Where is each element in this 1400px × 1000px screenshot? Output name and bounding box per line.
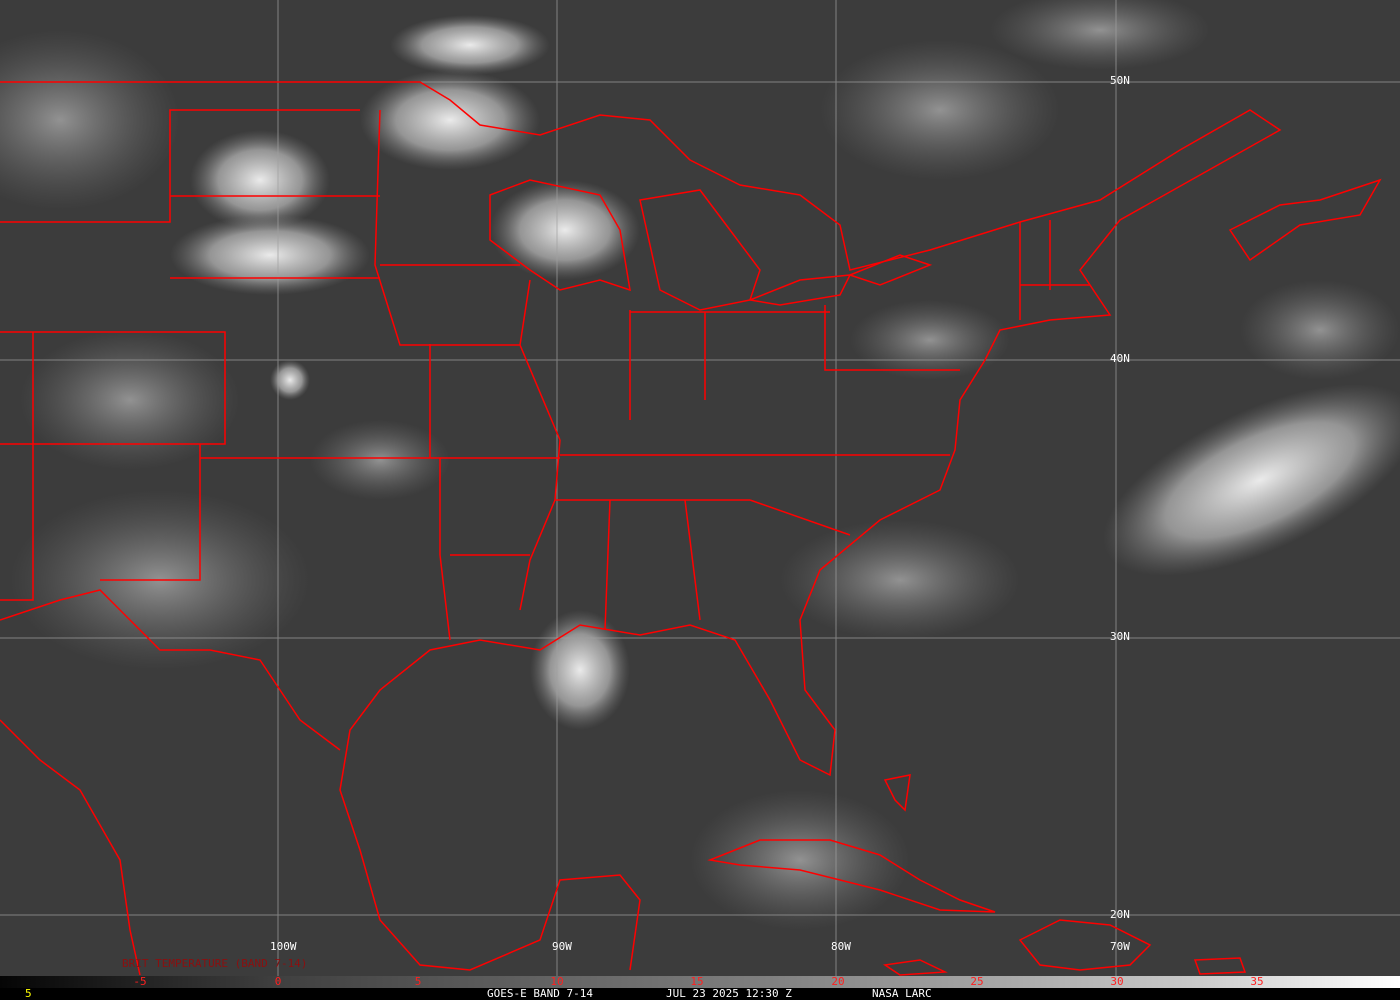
legend-tick: 10 (550, 975, 564, 988)
legend-tick: 25 (970, 975, 984, 988)
legend-tick: -5 (133, 975, 147, 988)
lon-label-90w: 90W (552, 940, 572, 953)
footer-datetime: JUL 23 2025 12:30 Z (666, 987, 792, 1000)
footer-bar (0, 988, 1400, 1000)
lat-label-20n: 20N (1110, 908, 1130, 921)
legend-tick: 35 (1250, 975, 1264, 988)
legend-tick: 0 (274, 975, 282, 988)
clouds (0, 0, 1400, 930)
lat-label-30n: 30N (1110, 630, 1130, 643)
legend-label: BRIT TEMPERATURE (BAND 7-14) (122, 957, 308, 970)
lat-label-50n: 50N (1110, 74, 1130, 87)
footer-title: GOES-E BAND 7-14 (487, 987, 593, 1000)
lon-label-100w: 100W (270, 940, 297, 953)
legend-tick: 5 (414, 975, 422, 988)
lat-label-40n: 40N (1110, 352, 1130, 365)
lon-label-80w: 80W (831, 940, 851, 953)
legend-tick: 15 (690, 975, 704, 988)
graticule (0, 0, 1400, 976)
temperature-color-bar (0, 976, 1400, 988)
footer-number: 5 (25, 987, 32, 1000)
lon-label-70w: 70W (1110, 940, 1130, 953)
legend-tick: 20 (831, 975, 845, 988)
legend-tick: 30 (1110, 975, 1124, 988)
political-borders (0, 81, 1382, 976)
footer-credit: NASA LARC (872, 987, 932, 1000)
